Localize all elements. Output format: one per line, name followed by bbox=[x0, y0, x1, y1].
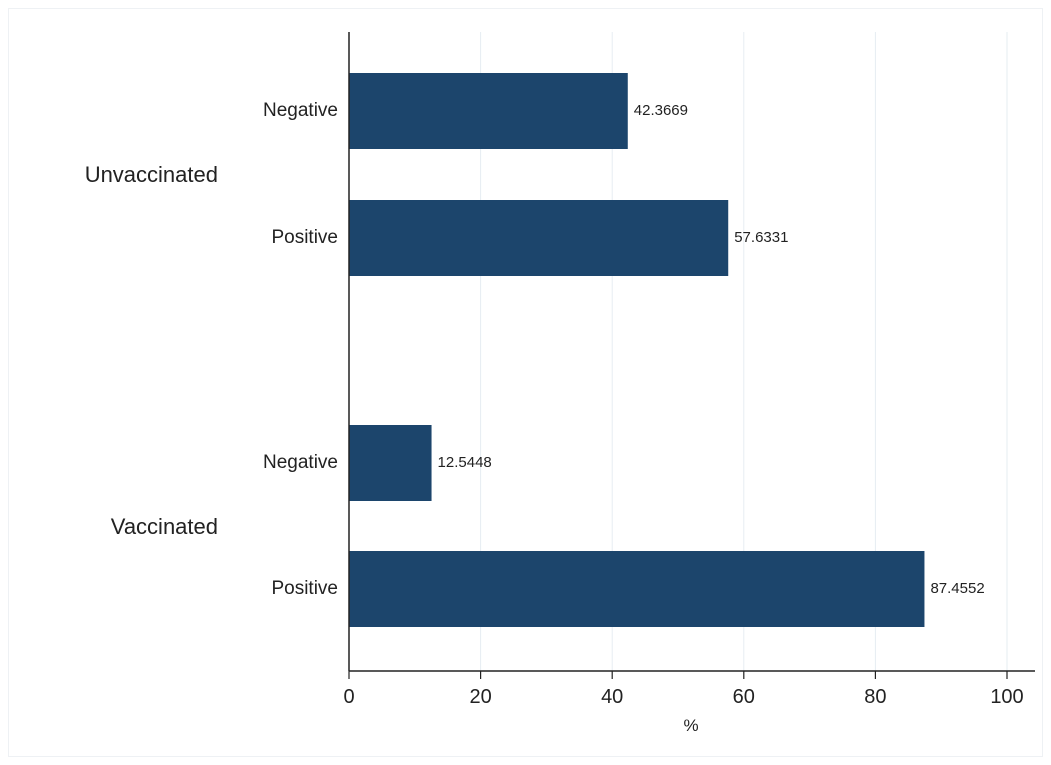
category-label: Positive bbox=[271, 227, 338, 248]
bar bbox=[349, 551, 925, 627]
category-label: Negative bbox=[263, 452, 338, 473]
x-tick-label: 40 bbox=[601, 686, 623, 708]
bar bbox=[349, 425, 432, 501]
chart-frame bbox=[8, 8, 1043, 757]
x-axis-label: % bbox=[683, 716, 698, 735]
x-tick-label: 20 bbox=[469, 686, 491, 708]
x-tick-label: 100 bbox=[990, 686, 1023, 708]
value-label: 12.5448 bbox=[438, 454, 492, 471]
x-tick-label: 0 bbox=[343, 686, 354, 708]
bar bbox=[349, 200, 729, 276]
category-label: Positive bbox=[271, 578, 338, 599]
value-label: 87.4552 bbox=[930, 580, 984, 597]
group-label: Unvaccinated bbox=[85, 162, 218, 187]
value-label: 42.3669 bbox=[634, 102, 688, 119]
x-tick-label: 80 bbox=[864, 686, 886, 708]
bar bbox=[349, 73, 628, 149]
category-label: Negative bbox=[263, 100, 338, 121]
x-tick-label: 60 bbox=[733, 686, 755, 708]
group-label: Vaccinated bbox=[111, 514, 218, 539]
value-label: 57.6331 bbox=[734, 229, 788, 246]
